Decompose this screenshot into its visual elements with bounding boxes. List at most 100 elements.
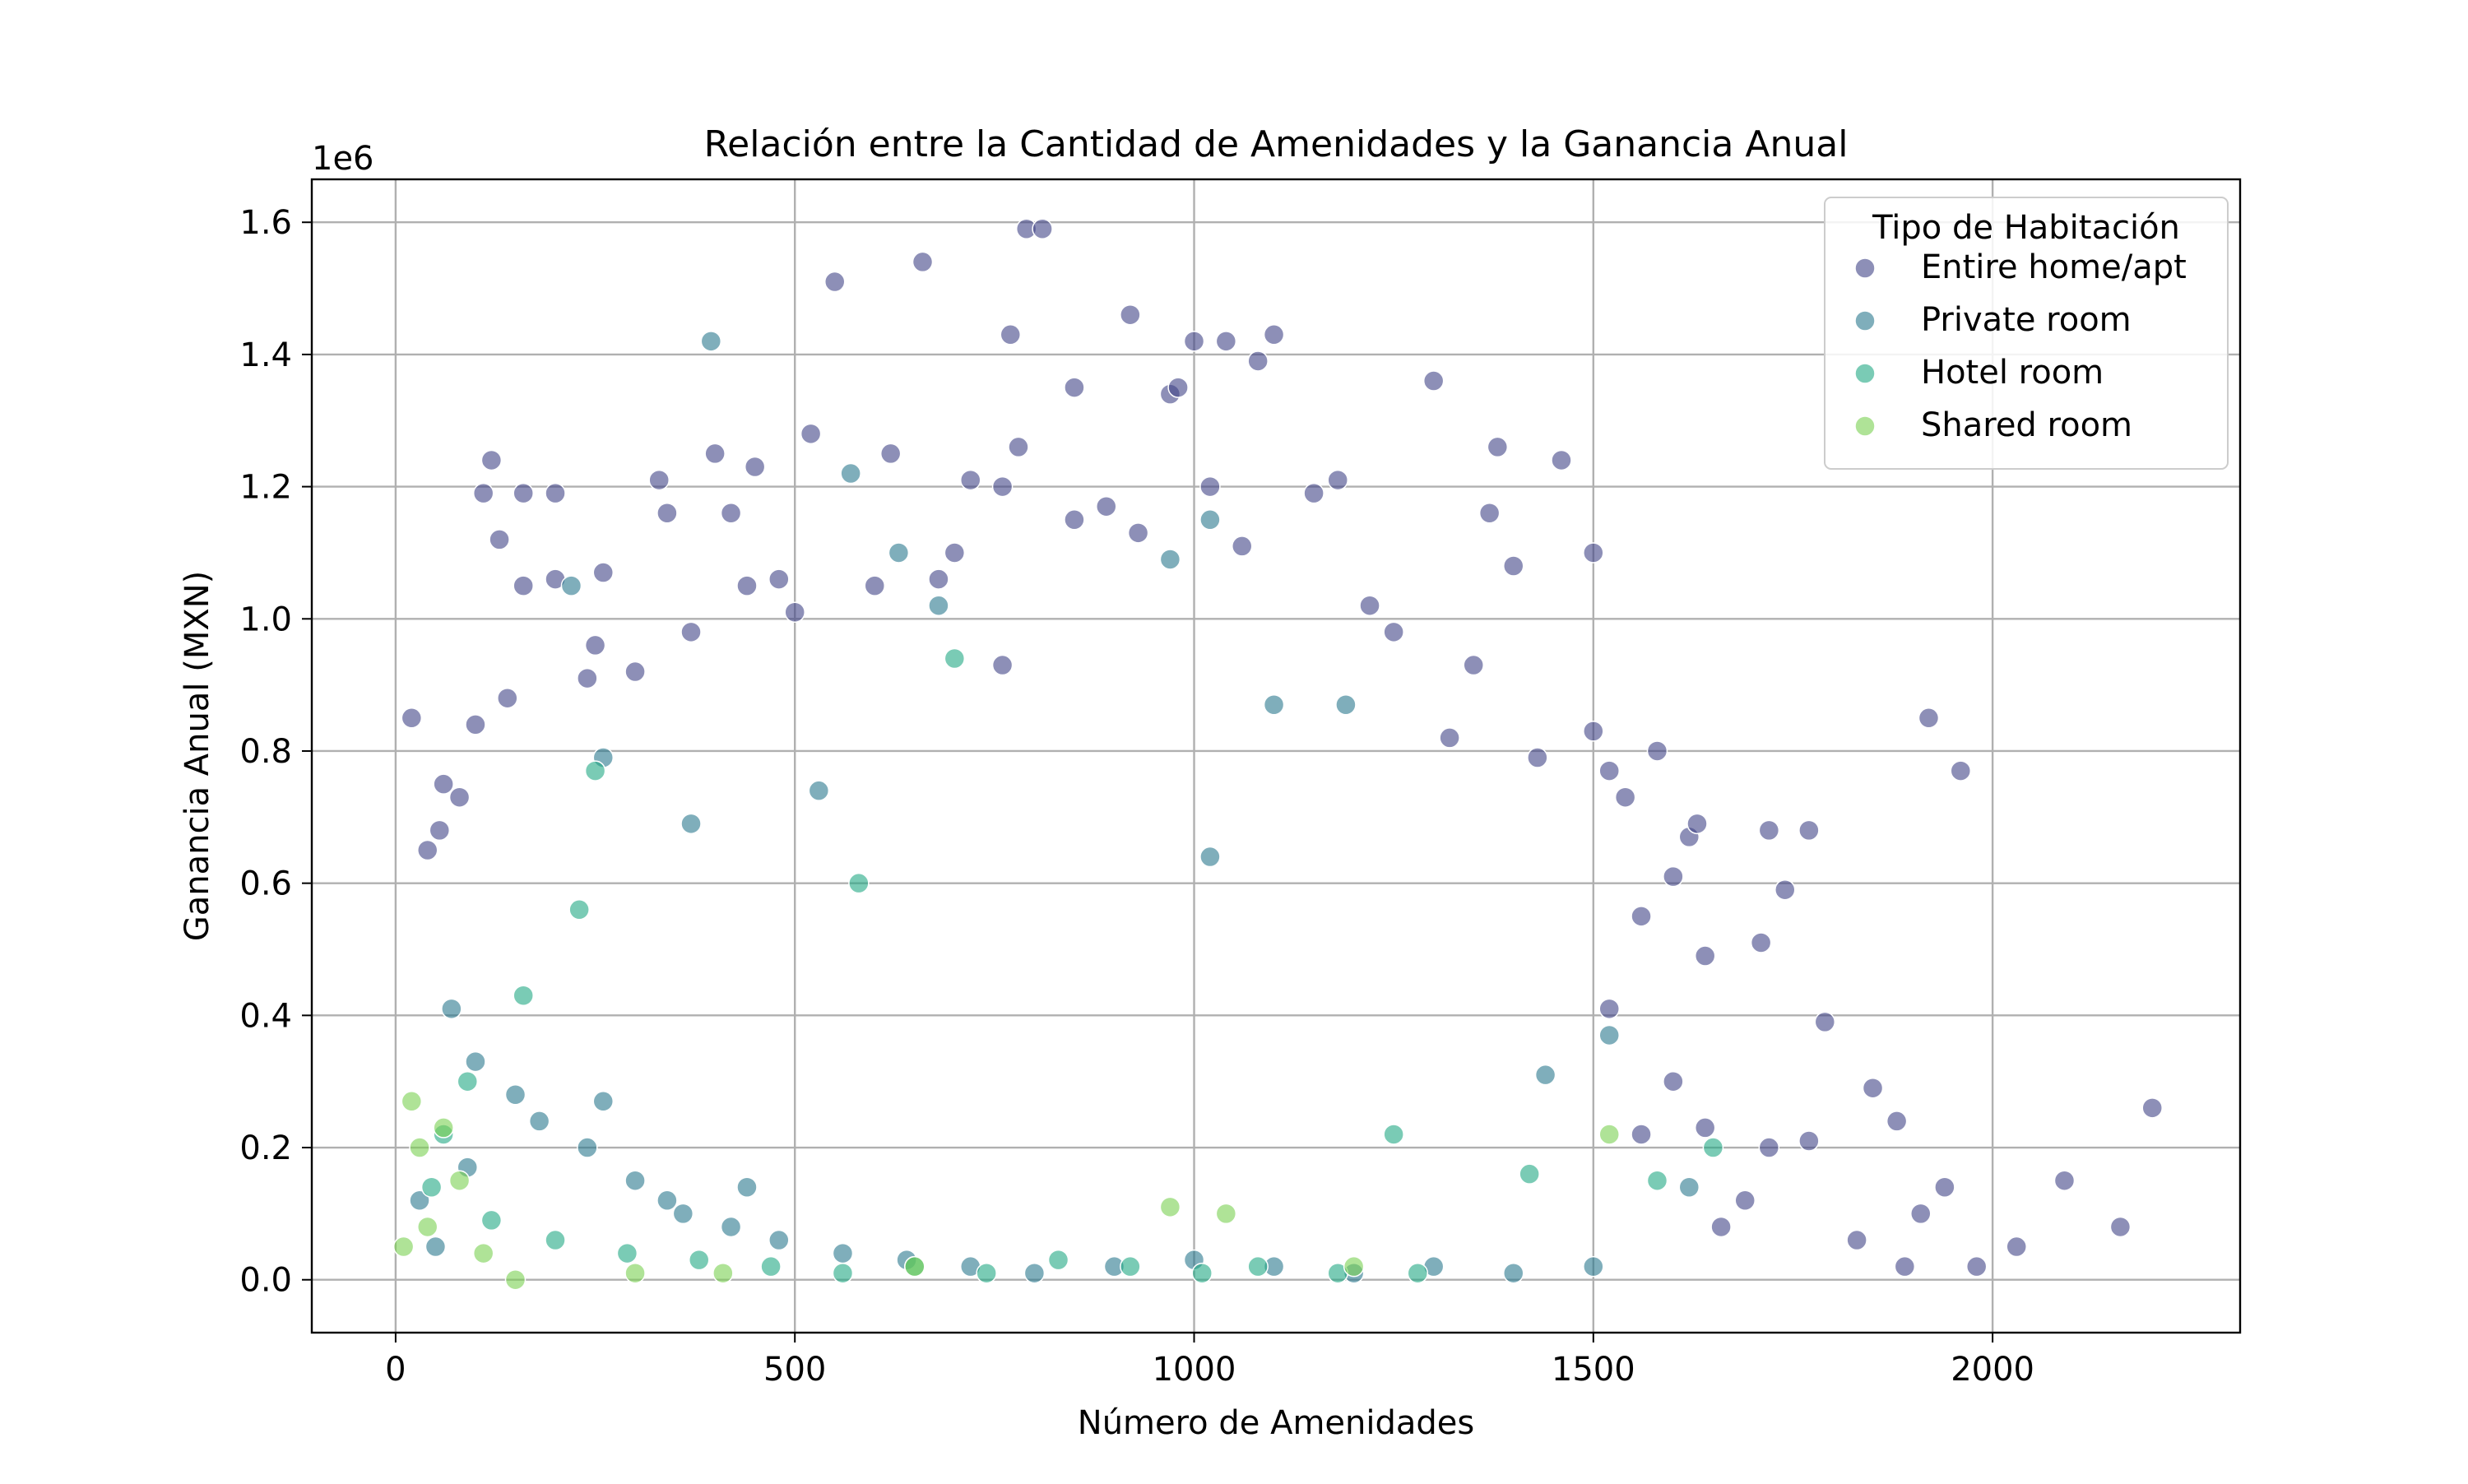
y-axis-label: Ganancia Anual (MXN) xyxy=(179,571,216,942)
data-point xyxy=(577,667,598,689)
y-tick-label: 0.2 xyxy=(239,1129,292,1167)
data-point xyxy=(1950,760,1972,781)
data-point xyxy=(1646,1170,1668,1191)
data-point xyxy=(1000,324,1022,345)
data-point xyxy=(513,482,534,504)
data-point xyxy=(879,443,902,465)
data-point xyxy=(1934,1176,1955,1198)
y-tick-label: 0.4 xyxy=(239,997,292,1035)
data-point xyxy=(768,568,790,590)
data-point xyxy=(1694,1117,1716,1139)
data-point xyxy=(1583,542,1604,563)
data-point xyxy=(1120,1255,1141,1278)
y-tick-label: 0.6 xyxy=(239,865,292,903)
data-point xyxy=(624,1262,646,1284)
data-point xyxy=(1199,509,1221,531)
legend-title: Tipo de Habitación xyxy=(1872,209,2180,247)
data-point xyxy=(1199,846,1221,868)
data-point xyxy=(720,502,742,524)
data-point xyxy=(1303,482,1324,504)
legend-label: Entire home/apt xyxy=(1921,248,2187,286)
data-point xyxy=(656,1190,678,1212)
data-point xyxy=(1678,1176,1700,1198)
data-point xyxy=(1710,1216,1732,1238)
data-point xyxy=(465,714,486,735)
data-point xyxy=(1598,1024,1620,1046)
data-point xyxy=(392,1236,415,1258)
data-point xyxy=(848,872,870,894)
data-point xyxy=(1814,1011,1836,1033)
data-point xyxy=(1120,304,1141,326)
x-axis-label: Número de Amenidades xyxy=(1078,1404,1474,1442)
data-point xyxy=(1064,377,1085,398)
data-point xyxy=(624,661,646,683)
x-tick-label: 2000 xyxy=(1951,1351,2034,1389)
data-point xyxy=(959,469,981,491)
data-point xyxy=(504,1084,527,1106)
data-point xyxy=(448,786,471,808)
data-point xyxy=(1327,469,1348,491)
data-point xyxy=(1758,819,1780,842)
data-point xyxy=(1551,449,1572,471)
data-point xyxy=(545,482,566,504)
data-point xyxy=(944,542,966,563)
data-point xyxy=(1159,1196,1181,1218)
data-point xyxy=(448,1170,471,1191)
data-point xyxy=(457,1070,479,1092)
data-point xyxy=(944,647,966,670)
legend-marker xyxy=(1854,257,1876,279)
data-point xyxy=(991,654,1014,676)
data-point xyxy=(1159,549,1181,570)
series-shared-room xyxy=(392,1091,1620,1291)
data-point xyxy=(1127,522,1149,544)
data-point xyxy=(1519,1163,1540,1185)
data-point xyxy=(433,773,454,795)
data-point xyxy=(577,1137,598,1158)
data-point xyxy=(1215,331,1237,352)
data-point xyxy=(1183,331,1205,352)
data-point xyxy=(480,449,503,471)
data-point xyxy=(648,469,670,491)
data-point xyxy=(472,1242,494,1264)
y-tick-label: 1.2 xyxy=(239,469,292,507)
data-point xyxy=(2109,1216,2132,1238)
y-tick-label: 1.0 xyxy=(239,601,292,638)
data-point xyxy=(584,634,606,656)
data-point xyxy=(1694,945,1716,967)
data-point xyxy=(832,1262,854,1284)
legend-label: Hotel room xyxy=(1921,354,2104,392)
data-point xyxy=(1910,1203,1932,1225)
data-point xyxy=(1686,813,1708,835)
y-tick-label: 1.4 xyxy=(239,336,292,374)
legend-box xyxy=(1824,197,2229,470)
data-point xyxy=(1598,760,1620,781)
data-point xyxy=(928,568,949,590)
data-point xyxy=(1846,1229,1867,1251)
data-point xyxy=(1335,693,1357,716)
data-point xyxy=(1894,1255,1916,1278)
data-point xyxy=(1527,747,1548,768)
data-point xyxy=(401,707,423,729)
data-point xyxy=(1199,475,1221,498)
data-point xyxy=(1534,1064,1556,1086)
data-point xyxy=(504,1268,527,1291)
data-point xyxy=(760,1255,782,1278)
data-point xyxy=(1008,436,1029,458)
data-point xyxy=(441,998,462,1020)
data-point xyxy=(888,542,910,563)
data-point xyxy=(465,1050,486,1073)
data-point xyxy=(744,456,766,478)
data-point xyxy=(680,813,702,835)
y-axis: 0.0 0.2 0.4 0.6 0.8 1.0 1.2 1.4 1.6 xyxy=(239,204,312,1300)
points-layer xyxy=(392,218,2163,1291)
data-point xyxy=(1965,1255,1988,1278)
data-point xyxy=(1631,906,1652,927)
data-point xyxy=(480,1209,503,1231)
data-point xyxy=(1598,998,1620,1020)
data-point xyxy=(616,1242,638,1264)
data-point xyxy=(1774,879,1796,901)
data-point xyxy=(720,1216,742,1238)
data-point xyxy=(736,575,758,596)
data-point xyxy=(768,1229,790,1251)
data-point xyxy=(592,562,615,583)
